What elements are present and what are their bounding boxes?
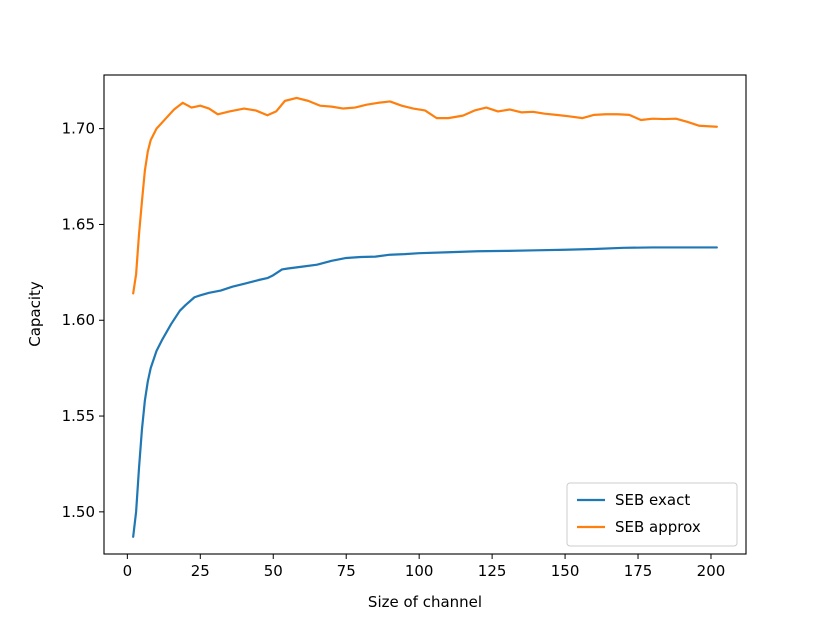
x-tick-label: 50 (264, 562, 283, 580)
y-axis-label: Capacity (26, 281, 44, 347)
y-tick-label: 1.60 (62, 311, 95, 329)
x-tick-label: 125 (478, 562, 507, 580)
y-tick-label: 1.65 (62, 215, 95, 233)
x-tick-label: 75 (337, 562, 356, 580)
x-axis: 0 25 50 75 100 125 150 175 200 (123, 554, 726, 580)
legend-label: SEB approx (615, 518, 701, 536)
legend: SEB exact SEB approx (566, 482, 738, 547)
y-tick-label: 1.55 (62, 407, 95, 425)
x-tick-label: 200 (697, 562, 726, 580)
x-tick-label: 150 (551, 562, 580, 580)
x-axis-label: Size of channel (368, 593, 482, 611)
y-axis: 1.50 1.55 1.60 1.65 1.70 (62, 120, 104, 521)
x-tick-label: 175 (624, 562, 653, 580)
legend-label: SEB exact (615, 491, 690, 509)
x-tick-label: 0 (123, 562, 133, 580)
y-tick-label: 1.50 (62, 503, 95, 521)
legend-box (566, 482, 738, 547)
series-line-2 (132, 96, 718, 295)
series-line-1 (132, 246, 718, 538)
x-tick-label: 25 (191, 562, 210, 580)
series-layer (132, 96, 718, 538)
y-tick-label: 1.70 (62, 120, 95, 138)
plot-frame (103, 74, 747, 555)
x-tick-label: 100 (405, 562, 434, 580)
